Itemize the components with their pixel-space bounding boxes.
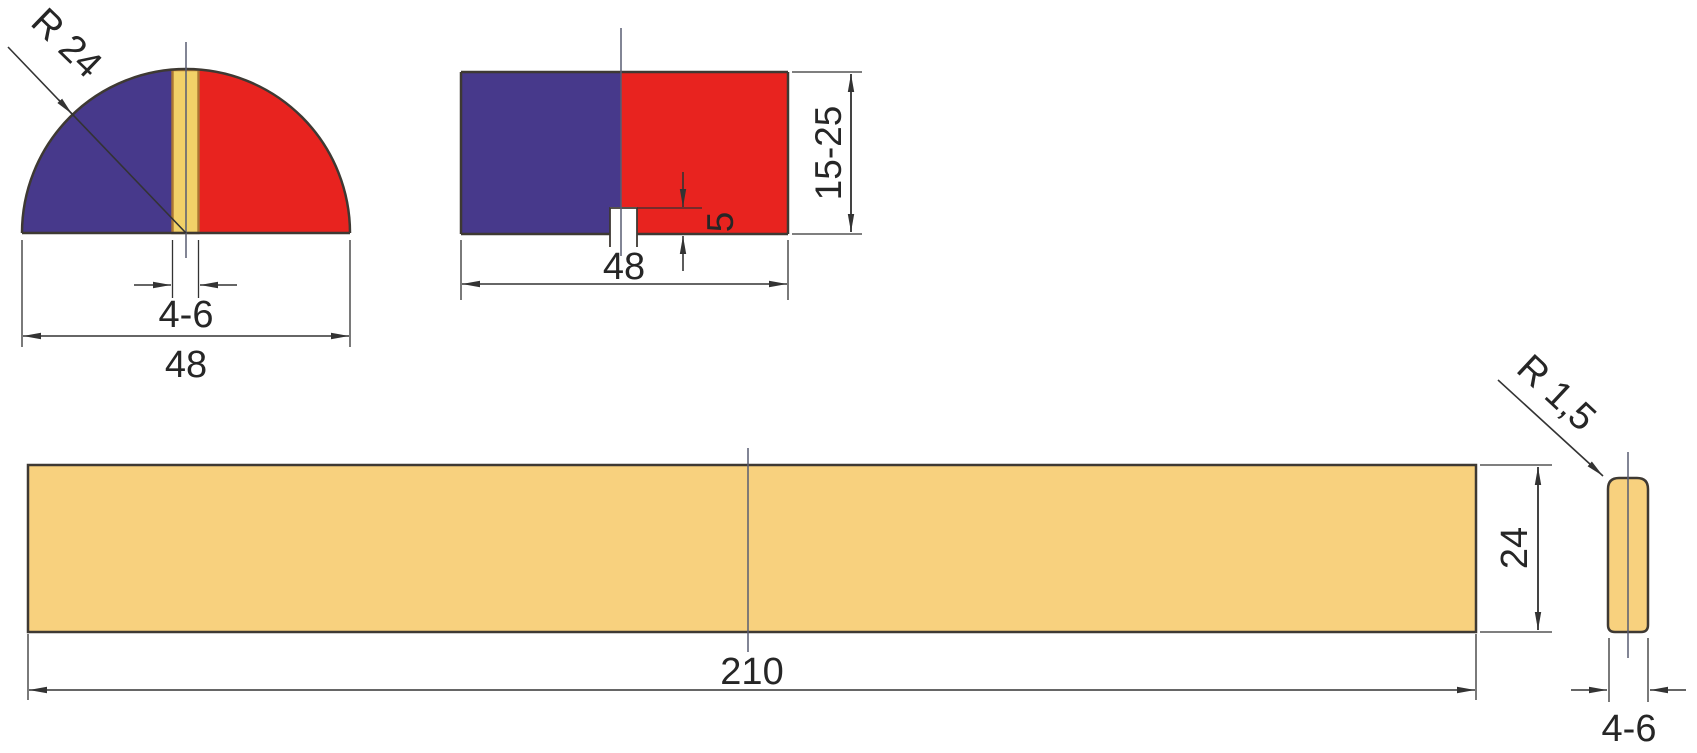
board-body — [26, 463, 1478, 634]
section-notch-depth-label: 5 — [700, 212, 741, 233]
board-view: 210 24 — [26, 448, 1552, 700]
front-radius-label: R 24 — [23, 0, 110, 86]
section-red-half — [621, 72, 788, 234]
strip-width-label: 4-6 — [1602, 708, 1657, 750]
front-view: R 24 4-6 48 — [7, 0, 352, 386]
front-width-label: 48 — [165, 344, 207, 386]
strip-radius-leader — [1497, 379, 1604, 477]
front-radius-leader — [7, 46, 187, 234]
section-blue-half — [461, 72, 621, 234]
front-slot-width-label: 4-6 — [159, 294, 214, 336]
board-length-label: 210 — [720, 651, 783, 693]
board-height-label: 24 — [1494, 527, 1536, 569]
section-height-range-label: 15-25 — [808, 106, 849, 201]
front-red-half — [186, 69, 350, 233]
section-view: 5 15-25 48 — [459, 28, 862, 300]
section-outline — [459, 70, 790, 236]
section-notch-cutout — [610, 207, 637, 239]
strip-radius-label: R 1,5 — [1509, 347, 1604, 440]
section-width-label: 48 — [603, 246, 645, 288]
front-blue-half — [22, 69, 186, 233]
front-radius-arrow — [57, 98, 73, 115]
section-notch-outline — [609, 207, 638, 247]
